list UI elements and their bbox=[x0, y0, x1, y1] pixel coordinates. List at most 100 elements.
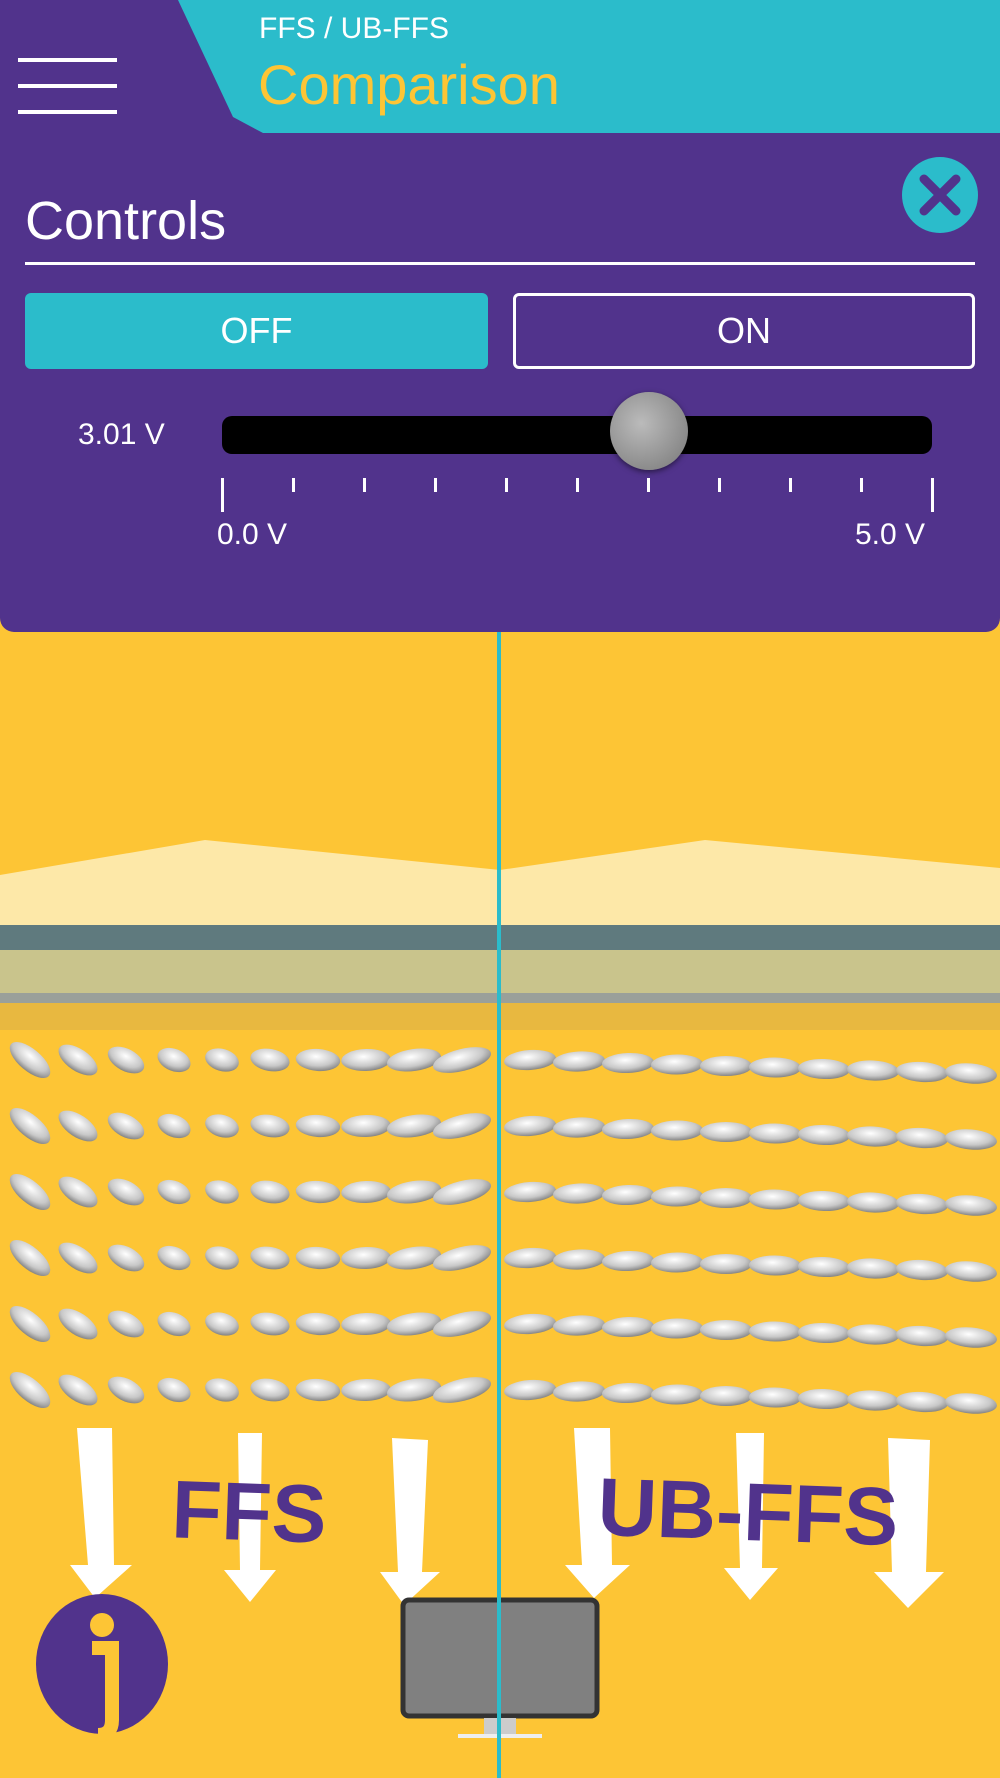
molecule bbox=[386, 1312, 442, 1336]
molecule bbox=[651, 1384, 703, 1405]
on-button[interactable]: ON bbox=[513, 293, 975, 369]
arrow bbox=[380, 1438, 440, 1605]
slider-max-label: 5.0 V bbox=[855, 518, 926, 551]
molecule bbox=[341, 1048, 391, 1072]
molecule bbox=[896, 1061, 948, 1083]
slider-value: 3.01 V bbox=[78, 418, 165, 451]
molecule bbox=[847, 1192, 899, 1213]
molecule bbox=[553, 1315, 605, 1336]
molecule bbox=[749, 1321, 801, 1342]
molecule bbox=[749, 1057, 801, 1078]
menu-line[interactable] bbox=[18, 84, 117, 88]
molecule bbox=[798, 1190, 850, 1212]
molecule bbox=[295, 1180, 341, 1204]
molecule bbox=[602, 1316, 654, 1338]
molecule bbox=[107, 1244, 145, 1272]
molecule bbox=[945, 1327, 997, 1348]
molecule bbox=[205, 1378, 239, 1402]
menu-line[interactable] bbox=[18, 110, 117, 114]
info-button[interactable] bbox=[36, 1594, 168, 1742]
molecule bbox=[433, 1179, 491, 1205]
slider-tick bbox=[220, 478, 224, 512]
molecule bbox=[749, 1189, 801, 1210]
molecule bbox=[945, 1393, 997, 1414]
slider-knob[interactable] bbox=[610, 392, 689, 470]
liquid-crystal bbox=[9, 1041, 997, 1414]
molecule bbox=[553, 1117, 605, 1138]
menu-line[interactable] bbox=[18, 58, 117, 62]
molecule bbox=[433, 1377, 491, 1403]
molecule bbox=[295, 1312, 341, 1336]
molecule bbox=[341, 1246, 391, 1270]
slider-tick bbox=[930, 478, 934, 512]
page-title: Comparison bbox=[258, 53, 560, 116]
molecule bbox=[504, 1247, 556, 1269]
molecule bbox=[749, 1387, 801, 1408]
molecule bbox=[749, 1123, 801, 1144]
molecule bbox=[341, 1114, 391, 1138]
molecule bbox=[700, 1386, 752, 1406]
molecule bbox=[58, 1110, 98, 1142]
slider-tick bbox=[291, 478, 295, 492]
arrow bbox=[70, 1428, 132, 1598]
slider-tick bbox=[717, 478, 721, 492]
molecule bbox=[504, 1049, 556, 1071]
molecule bbox=[295, 1114, 341, 1138]
slider-tick bbox=[362, 478, 366, 492]
molecule bbox=[896, 1127, 948, 1149]
molecule bbox=[58, 1242, 98, 1274]
molecule bbox=[157, 1311, 191, 1337]
molecule bbox=[433, 1245, 491, 1271]
molecule bbox=[504, 1181, 556, 1203]
slider-tick bbox=[859, 478, 863, 492]
molecule bbox=[9, 1173, 51, 1211]
molecule bbox=[386, 1378, 442, 1402]
molecule bbox=[651, 1186, 703, 1207]
molecule bbox=[58, 1308, 98, 1340]
molecule bbox=[945, 1261, 997, 1282]
slider-track[interactable] bbox=[222, 416, 932, 454]
molecule bbox=[896, 1259, 948, 1281]
molecule bbox=[107, 1376, 145, 1404]
molecule bbox=[433, 1113, 491, 1139]
molecule bbox=[798, 1058, 850, 1080]
molecule bbox=[553, 1381, 605, 1402]
molecule bbox=[9, 1371, 51, 1409]
molecule bbox=[553, 1249, 605, 1270]
panel-divider bbox=[25, 262, 975, 265]
molecule bbox=[250, 1180, 290, 1204]
molecule bbox=[602, 1052, 654, 1074]
off-button[interactable]: OFF bbox=[25, 293, 488, 369]
molecule bbox=[341, 1180, 391, 1204]
slider-min-label: 0.0 V bbox=[217, 518, 288, 551]
molecule bbox=[157, 1377, 191, 1403]
slider-tick bbox=[433, 478, 437, 492]
molecule bbox=[157, 1245, 191, 1271]
molecule bbox=[157, 1047, 191, 1073]
molecule bbox=[250, 1378, 290, 1402]
slider-tick bbox=[504, 478, 508, 492]
arrow bbox=[224, 1433, 276, 1602]
molecule bbox=[700, 1056, 752, 1076]
molecule bbox=[295, 1048, 341, 1072]
molecule bbox=[386, 1180, 442, 1204]
info-circle[interactable] bbox=[36, 1594, 168, 1734]
molecule bbox=[553, 1051, 605, 1072]
molecule bbox=[205, 1114, 239, 1138]
molecule bbox=[157, 1179, 191, 1205]
molecule bbox=[341, 1378, 391, 1402]
molecule bbox=[107, 1046, 145, 1074]
arrow bbox=[724, 1433, 778, 1600]
info-stem bbox=[92, 1641, 119, 1742]
close-button[interactable] bbox=[902, 157, 978, 233]
molecule bbox=[9, 1107, 51, 1145]
molecule bbox=[107, 1178, 145, 1206]
breadcrumb: FFS / UB-FFS bbox=[259, 12, 449, 45]
light-arrows bbox=[70, 1428, 944, 1608]
close-icon bbox=[919, 174, 961, 216]
molecule bbox=[651, 1252, 703, 1273]
molecule bbox=[295, 1378, 341, 1402]
molecule bbox=[386, 1246, 442, 1270]
molecule bbox=[798, 1322, 850, 1344]
